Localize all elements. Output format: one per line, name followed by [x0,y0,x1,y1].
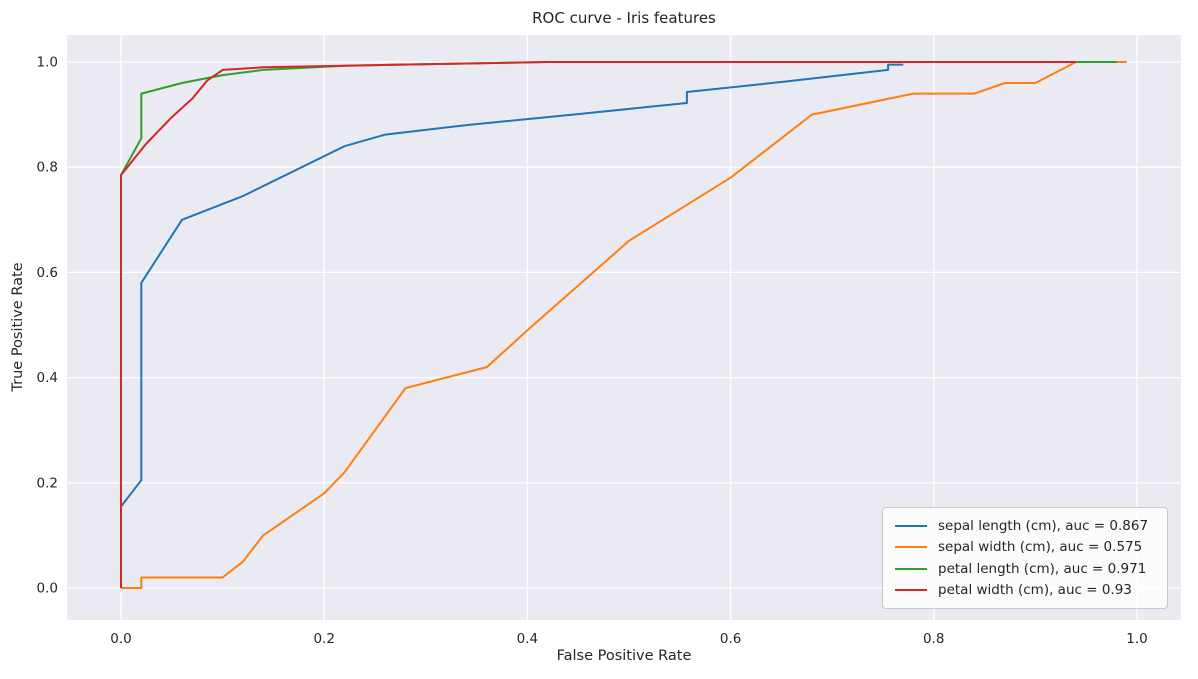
chart-title: ROC curve - Iris features [532,9,716,27]
legend-line-swatch [895,546,927,549]
x-tick-label: 0.2 [313,631,334,647]
x-tick-label: 0.4 [517,631,538,647]
roc-line-sepal-length [120,63,904,588]
legend-label: sepal length (cm), auc = 0.867 [938,517,1149,534]
x-tick-label: 1.0 [1126,631,1147,647]
legend: sepal length (cm), auc = 0.867 sepal widt… [882,507,1168,609]
x-axis-label: False Positive Rate [556,648,692,664]
legend-item: sepal length (cm), auc = 0.867 [895,515,1155,537]
legend-line-swatch [895,524,927,527]
roc-line-sepal-width [121,61,1127,589]
legend-item: petal length (cm), auc = 0.971 [895,558,1155,580]
legend-item: sepal width (cm), auc = 0.575 [895,537,1155,559]
legend-line-swatch [895,567,927,570]
legend-line-swatch [895,589,927,592]
x-tick-label: 0.8 [923,631,944,647]
y-axis-label: True Positive Rate [10,262,26,392]
legend-label: petal length (cm), auc = 0.971 [938,560,1147,577]
x-tick-label: 0.6 [720,631,741,647]
y-tick-label: 0.6 [37,265,58,281]
legend-label: petal width (cm), auc = 0.93 [938,582,1132,599]
y-tick-label: 1.0 [37,55,58,71]
y-tick-label: 0.0 [37,581,58,597]
x-tick-label: 0.0 [110,631,131,647]
roc-line-petal-width [120,61,1076,588]
y-tick-label: 0.4 [37,370,58,386]
legend-label: sepal width (cm), auc = 0.575 [938,539,1143,556]
y-tick-label: 0.2 [37,475,58,491]
y-tick-label: 0.8 [37,160,58,176]
legend-item: petal width (cm), auc = 0.93 [895,580,1155,602]
